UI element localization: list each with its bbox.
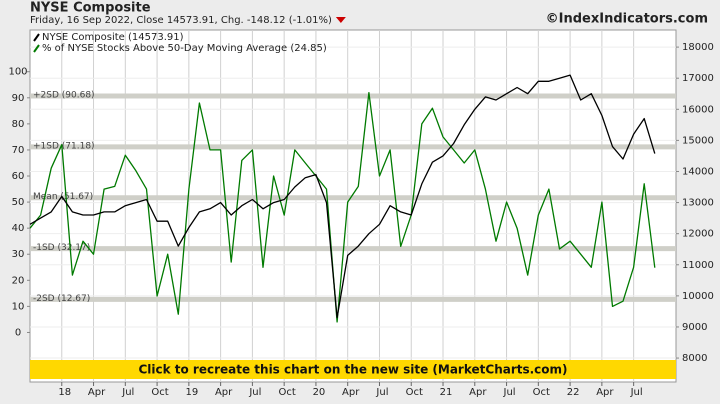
- x-tick-label: Oct: [151, 387, 168, 398]
- sd-label: +2SD (90.68): [33, 91, 95, 101]
- y2-tick-label: 12000: [682, 229, 714, 240]
- y2-tick-label: 13000: [682, 198, 714, 209]
- x-tick-label: 21: [440, 387, 453, 398]
- sd-label: -2SD (12.67): [33, 294, 90, 304]
- legend-label: NYSE Composite (14573.91): [42, 32, 184, 43]
- x-tick-label: Jul: [121, 387, 134, 398]
- y-tick-label: 10: [12, 301, 25, 312]
- legend: NYSE Composite (14573.91)% of NYSE Stock…: [33, 32, 327, 54]
- y2-tick-label: 18000: [682, 42, 714, 53]
- y-tick-label: 60: [12, 171, 25, 182]
- banner[interactable]: Click to recreate this chart on the new …: [30, 360, 676, 379]
- y2-tick-label: 15000: [682, 135, 714, 146]
- x-tick-label: Oct: [406, 387, 423, 398]
- x-tick-label: 22: [567, 387, 580, 398]
- y-tick-label: 40: [12, 223, 25, 234]
- chart-subtitle: Friday, 16 Sep 2022, Close 14573.91, Chg…: [30, 15, 332, 26]
- x-tick-label: Jul: [375, 387, 388, 398]
- y-tick-label: 20: [12, 275, 25, 286]
- y-tick-label: 90: [12, 93, 25, 104]
- sd-label: -1SD (32.17): [33, 243, 90, 253]
- banner-box[interactable]: [30, 360, 676, 379]
- x-tick-label: Apr: [469, 387, 487, 398]
- chart-title: NYSE Composite: [30, 1, 151, 16]
- y-tick-label: 50: [12, 197, 25, 208]
- y2-tick-label: 16000: [682, 104, 714, 115]
- banner-text[interactable]: Click to recreate this chart on the new …: [138, 363, 567, 377]
- legend-swatch: [33, 33, 40, 42]
- y2-tick-label: 17000: [682, 73, 714, 84]
- axes-layer: 18 Apr Jul Oct 19 Apr Jul Oct 20 Apr Jul Oct 21 Apr Ju…: [8, 42, 713, 398]
- x-tick-label: 19: [185, 387, 198, 398]
- x-tick-label: Jul: [248, 387, 261, 398]
- y-tick-label: 80: [12, 119, 25, 130]
- series-line: [29, 91, 656, 323]
- series-line: [29, 74, 656, 319]
- y-tick-label: 70: [12, 145, 25, 156]
- legend-label: % of NYSE Stocks Above 50-Day Moving Ave…: [42, 43, 327, 54]
- sd-label: +1SD (71.18): [33, 141, 95, 151]
- x-tick-label: 18: [58, 387, 71, 398]
- x-tick-label: Apr: [88, 387, 106, 398]
- y-tick-label: 100: [8, 67, 27, 78]
- source: ©IndexIndicators.com: [546, 12, 708, 27]
- x-tick-label: Apr: [596, 387, 614, 398]
- down-indicator: [335, 17, 346, 23]
- series-layer: [29, 74, 656, 323]
- x-tick-label: Apr: [215, 387, 233, 398]
- y-tick-label: 30: [12, 249, 25, 260]
- x-tick-label: Oct: [533, 387, 550, 398]
- y2-tick-label: 9000: [682, 322, 707, 333]
- x-tick-label: Apr: [342, 387, 360, 398]
- legend-swatch: [33, 44, 40, 53]
- y2-tick-label: 14000: [682, 166, 714, 177]
- x-tick-label: Jul: [503, 387, 516, 398]
- x-tick-label: 20: [313, 387, 326, 398]
- y2-tick-label: 10000: [682, 291, 714, 302]
- y2-tick-label: 11000: [682, 260, 714, 271]
- plot-area: [29, 29, 677, 383]
- x-tick-label: Oct: [279, 387, 296, 398]
- x-tick-label: Jul: [630, 387, 643, 398]
- y2-tick-label: 8000: [682, 353, 707, 364]
- y-tick-label: 0: [15, 327, 21, 338]
